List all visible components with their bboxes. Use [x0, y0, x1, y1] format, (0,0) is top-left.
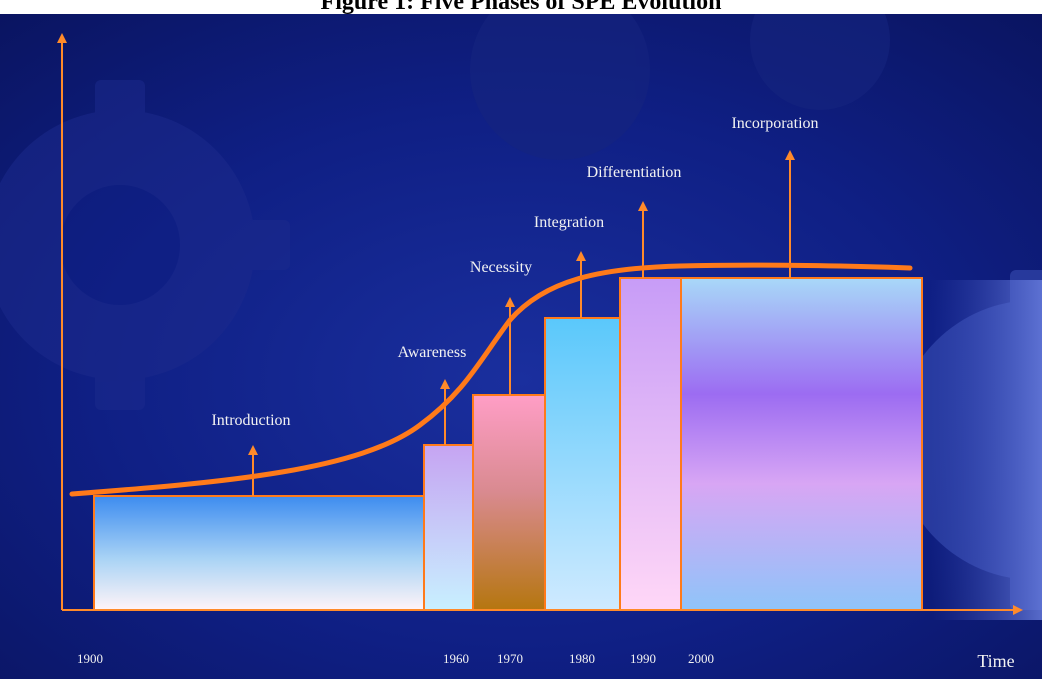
- year-tick-1980: 1980: [569, 651, 595, 666]
- year-tick-1960: 1960: [443, 651, 469, 666]
- phase-label-introduction: Introduction: [211, 412, 290, 429]
- phase-label-awareness: Awareness: [398, 344, 467, 361]
- year-tick-2000: 2000: [688, 651, 714, 666]
- year-tick-1990: 1990: [630, 651, 656, 666]
- phase-block-integration: [544, 317, 621, 611]
- phase-block-introduction: [93, 495, 425, 611]
- phase-block-differentiation: [619, 277, 682, 611]
- evolution-curve: [69, 262, 913, 497]
- phase-block-necessity: [472, 394, 546, 611]
- phase-label-necessity: Necessity: [470, 259, 532, 276]
- year-tick-1970: 1970: [497, 651, 523, 666]
- right-glow: [930, 280, 1042, 620]
- gear-decoration-top-icon: [470, 0, 890, 160]
- phase-label-integration: Integration: [534, 214, 604, 231]
- gear-decoration-icon: [0, 80, 290, 410]
- year-tick-1900: 1900: [77, 651, 103, 666]
- x-axis-label: Time: [977, 651, 1014, 671]
- figure-title: Figure 1: Five Phases of SPE Evolution: [320, 0, 722, 15]
- phase-label-differentiation: Differentiation: [587, 164, 682, 181]
- phase-block-incorporation: [680, 277, 923, 611]
- phase-label-incorporation: Incorporation: [731, 115, 818, 132]
- phase-block-awareness: [423, 444, 474, 611]
